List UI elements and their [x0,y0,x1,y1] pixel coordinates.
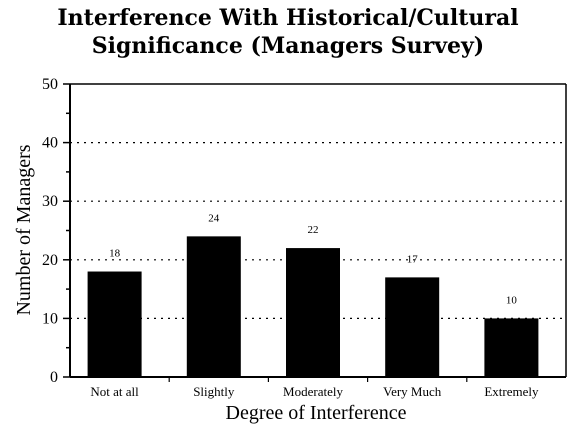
x-tick-label: Very Much [383,384,442,399]
y-axis-ticks: 0 10 20 30 40 50 [42,76,70,386]
y-axis-title: Number of Managers [13,144,35,315]
y-tick-label: 20 [42,252,58,269]
chart-title-line1: Interference With Historical/Cultural [57,5,519,31]
y-tick-label: 30 [42,193,58,210]
chart-title: Interference With Historical/Cultural Si… [0,4,576,60]
x-axis-title: Degree of Interference [226,402,407,424]
bar-very-much [385,277,440,377]
value-label: 17 [407,253,419,265]
grid-lines [70,142,566,319]
y-tick-label: 40 [42,135,58,152]
value-labels: 18 24 22 17 10 [109,212,517,306]
bar-extremely [484,318,539,377]
y-tick-label: 50 [42,76,58,93]
bar-not-at-all [87,271,142,377]
x-tick-label: Slightly [193,384,235,399]
x-tick-label: Extremely [484,384,539,399]
bar-slightly [186,236,241,377]
value-label: 10 [506,294,518,306]
bars [87,236,539,377]
x-tick-label: Not at all [90,384,139,399]
value-label: 24 [208,212,220,224]
value-label: 22 [308,224,319,236]
x-axis-labels: Not at all Slightly Moderately Very Much Ext… [90,384,539,399]
value-label: 18 [109,248,121,260]
y-tick-label: 0 [50,369,58,386]
y-tick-label: 10 [42,310,58,327]
x-tick-label: Moderately [283,384,343,399]
bar-moderately [286,248,340,377]
chart-title-line2: Significance (Managers Survey) [91,33,485,59]
